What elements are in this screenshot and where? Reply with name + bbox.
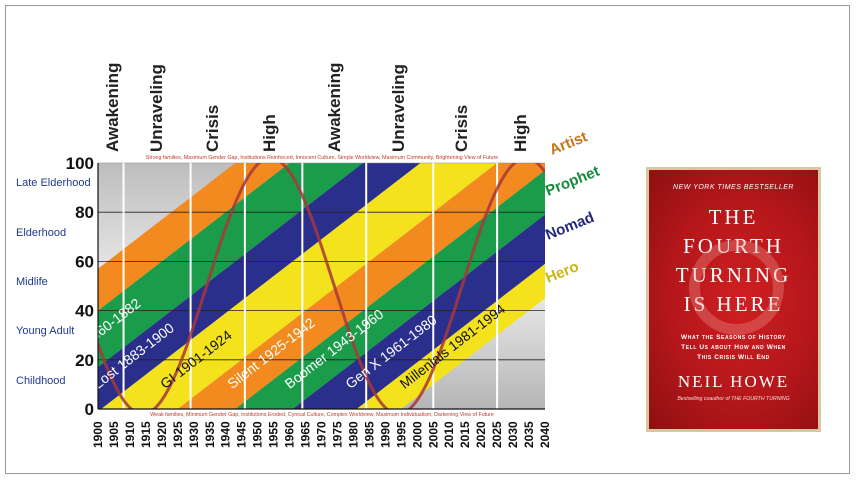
book-subtitle-line: This Crisis Will End: [697, 354, 770, 361]
turning-label: Awakening: [103, 63, 122, 152]
y-tick-label: 40: [75, 302, 94, 321]
x-tick-label: 1900: [91, 421, 105, 448]
x-tick-label: 1980: [346, 421, 360, 448]
x-tick-label: 2020: [474, 421, 488, 448]
x-tick-label: 2040: [538, 421, 552, 448]
x-tick-label: 1940: [219, 421, 233, 448]
generation-band: [235, 170, 545, 409]
x-tick-label: 2030: [506, 421, 520, 448]
generation-band: [177, 163, 545, 409]
turning-label: Awakening: [325, 63, 344, 152]
x-tick-label: 1970: [315, 421, 329, 448]
y-tick-label: 80: [75, 203, 94, 222]
book-author: NEIL HOWE: [677, 372, 790, 391]
x-tick-label: 1990: [378, 421, 392, 448]
life-stage-label: Elderhood: [16, 227, 66, 239]
archetype-label: Hero: [543, 258, 581, 287]
turning-label: High: [260, 114, 279, 152]
x-tick-label: 1960: [283, 421, 297, 448]
x-tick-label: 1975: [330, 421, 344, 448]
turning-labels: Awakening Unraveling Crisis High Awakening Un…: [103, 63, 530, 152]
archetype-label: Prophet: [543, 163, 602, 200]
y-tick-label: 20: [75, 351, 94, 370]
x-tick-label: 1925: [171, 421, 185, 448]
generation-band: [101, 163, 498, 409]
cover-ring-graphic: [689, 240, 784, 335]
life-stage-label: Late Elderhood: [16, 177, 91, 189]
book-byline: Bestselling coauthor of THE FOURTH TURNI…: [677, 396, 790, 402]
x-tick-label: 2010: [442, 421, 456, 448]
x-tick-label: 2035: [522, 421, 536, 448]
x-tick-label: 1945: [235, 421, 249, 448]
book-title-line: THE: [708, 205, 759, 229]
archetype-labels: Artist Prophet Nomad Hero: [543, 128, 602, 286]
archetype-label: Artist: [547, 128, 590, 158]
x-tick-label: 1985: [362, 421, 376, 448]
x-tick-label: 2025: [490, 421, 504, 448]
turning-label: Crisis: [452, 105, 471, 152]
book-subtitle-line: What the Seasons of History: [681, 334, 786, 341]
x-tick-label: 1905: [107, 421, 121, 448]
generation-band: [292, 214, 545, 409]
x-tick-label: 2005: [426, 421, 440, 448]
x-tick-label: 1995: [394, 421, 408, 448]
cycle-curve-line: [98, 163, 545, 409]
top-note: Strong families, Maximum Gender Gap, Ins…: [146, 155, 498, 161]
x-tick-label: 1935: [203, 421, 217, 448]
y-tick-label: 100: [66, 154, 94, 173]
y-tick-label: 0: [85, 400, 94, 419]
x-tick-label: 1920: [155, 421, 169, 448]
x-tick-label: 1915: [139, 421, 153, 448]
x-tick-label: 1910: [123, 421, 137, 448]
x-tick-label: 2015: [458, 421, 472, 448]
life-stage-labels: Late Elderhood Elderhood Midlife Young Adul…: [16, 177, 91, 387]
generation-band: [98, 163, 421, 409]
book-bestseller: NEW YORK TIMES BESTSELLER: [673, 184, 794, 191]
turning-label: Unraveling: [147, 64, 166, 152]
archetype-label: Nomad: [543, 209, 597, 244]
life-stage-label: Midlife: [16, 276, 48, 288]
x-tick-label: 1950: [251, 421, 265, 448]
y-tick-label: 60: [75, 252, 94, 271]
book-subtitle-line: Tell Us about How and When: [681, 344, 786, 351]
turning-label: Unraveling: [389, 64, 408, 152]
life-stage-label: Childhood: [16, 375, 66, 387]
turning-label: High: [511, 114, 530, 152]
life-stage-label: Young Adult: [16, 325, 74, 337]
x-tick-label: 1965: [299, 421, 313, 448]
bottom-note: Weak families, Minimum Gender Gap, Insti…: [150, 412, 494, 418]
cycle-curve: [98, 163, 545, 409]
x-tick-label: 1930: [187, 421, 201, 448]
book-cover: NEW YORK TIMES BESTSELLER THE FOURTH TUR…: [646, 167, 821, 432]
turning-label: Crisis: [203, 105, 222, 152]
x-tick-label: 2000: [410, 421, 424, 448]
book-subtitle: What the Seasons of History Tell Us abou…: [667, 333, 800, 363]
x-tick-label: 1955: [267, 421, 281, 448]
